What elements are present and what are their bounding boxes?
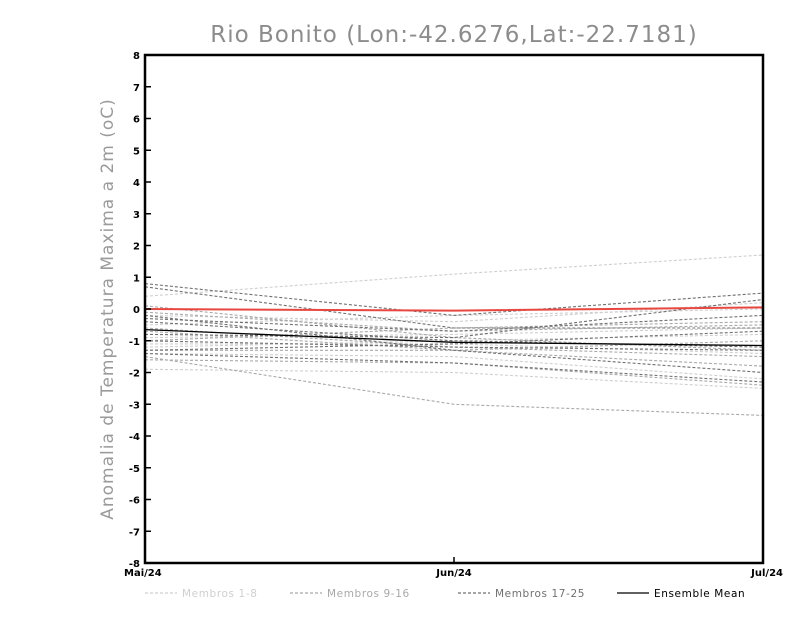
y-tick-label: -1 bbox=[129, 337, 140, 348]
legend-label: Membros 17-25 bbox=[495, 588, 585, 600]
y-tick-label: -5 bbox=[129, 464, 140, 475]
x-tick-label: Jul/24 bbox=[750, 568, 783, 579]
y-tick-label: 6 bbox=[133, 115, 140, 126]
axis-ticks: -8 -7 -6 -5 -4 -3 -2 -1 0 1 2 3 4 5 6 7 8 Mai/24 Jun/24 Jul… bbox=[124, 51, 783, 579]
legend: Membros 1-8 Membros 9-16 Membros 17-25 Ense… bbox=[145, 588, 745, 600]
legend-label: Membros 1-8 bbox=[182, 588, 257, 600]
member-line-group1-5 bbox=[144, 352, 764, 380]
member-line-group3-1 bbox=[144, 283, 764, 316]
y-tick-label: -7 bbox=[129, 527, 140, 538]
member-line-group1-2 bbox=[144, 302, 764, 323]
member-line-group3-8 bbox=[144, 352, 764, 383]
y-axis-label: Anomalia de Temperatura Maxima a 2m (oC) bbox=[98, 98, 118, 520]
y-tick-label: -2 bbox=[129, 369, 140, 380]
series-layer bbox=[144, 254, 764, 416]
y-tick-label: -4 bbox=[129, 432, 140, 443]
ensemble-mean-line bbox=[144, 328, 764, 347]
member-line-group1-3 bbox=[144, 327, 764, 339]
member-line-group2-2 bbox=[144, 311, 764, 332]
member-line-group1-6 bbox=[144, 368, 764, 389]
y-tick-label: -3 bbox=[129, 400, 140, 411]
y-tick-label: 3 bbox=[133, 210, 140, 221]
highlight-line bbox=[144, 306, 764, 312]
member-line-group2-8 bbox=[144, 359, 764, 386]
member-line-group3-5 bbox=[144, 298, 764, 339]
member-line-group2-7 bbox=[144, 330, 764, 367]
member-line-group3-6 bbox=[144, 340, 764, 351]
x-tick-label: Mai/24 bbox=[124, 568, 162, 579]
y-tick-label: -6 bbox=[129, 496, 140, 507]
y-tick-label: 5 bbox=[133, 146, 140, 157]
member-line-group1-7 bbox=[144, 308, 764, 326]
chart-title: Rio Bonito (Lon:-42.6276,Lat:-22.7181) bbox=[210, 22, 698, 48]
member-line-group2-3 bbox=[144, 327, 764, 358]
member-line-group3-9 bbox=[144, 314, 764, 374]
y-tick-label: 8 bbox=[133, 51, 140, 62]
member-line-group2-6 bbox=[144, 305, 764, 351]
member-line-group1-1 bbox=[144, 254, 764, 297]
member-line-group1-8 bbox=[144, 333, 764, 348]
member-line-group3-7 bbox=[144, 330, 764, 351]
member-line-group2-1 bbox=[144, 356, 764, 416]
legend-label: Ensemble Mean bbox=[654, 588, 745, 600]
y-tick-label: 2 bbox=[133, 242, 140, 253]
legend-label: Membros 9-16 bbox=[327, 588, 410, 600]
member-line-group1-4 bbox=[145, 343, 764, 355]
y-tick-label: 7 bbox=[133, 83, 140, 94]
y-tick-label: 0 bbox=[133, 305, 140, 316]
y-tick-label: 4 bbox=[133, 178, 140, 189]
x-tick-label: Jun/24 bbox=[435, 568, 472, 579]
y-tick-label: -8 bbox=[129, 559, 140, 570]
member-line-group3-2 bbox=[144, 286, 763, 329]
y-tick-label: 1 bbox=[133, 273, 140, 284]
member-line-group3-3 bbox=[144, 314, 764, 332]
member-line-group2-4 bbox=[144, 321, 764, 342]
